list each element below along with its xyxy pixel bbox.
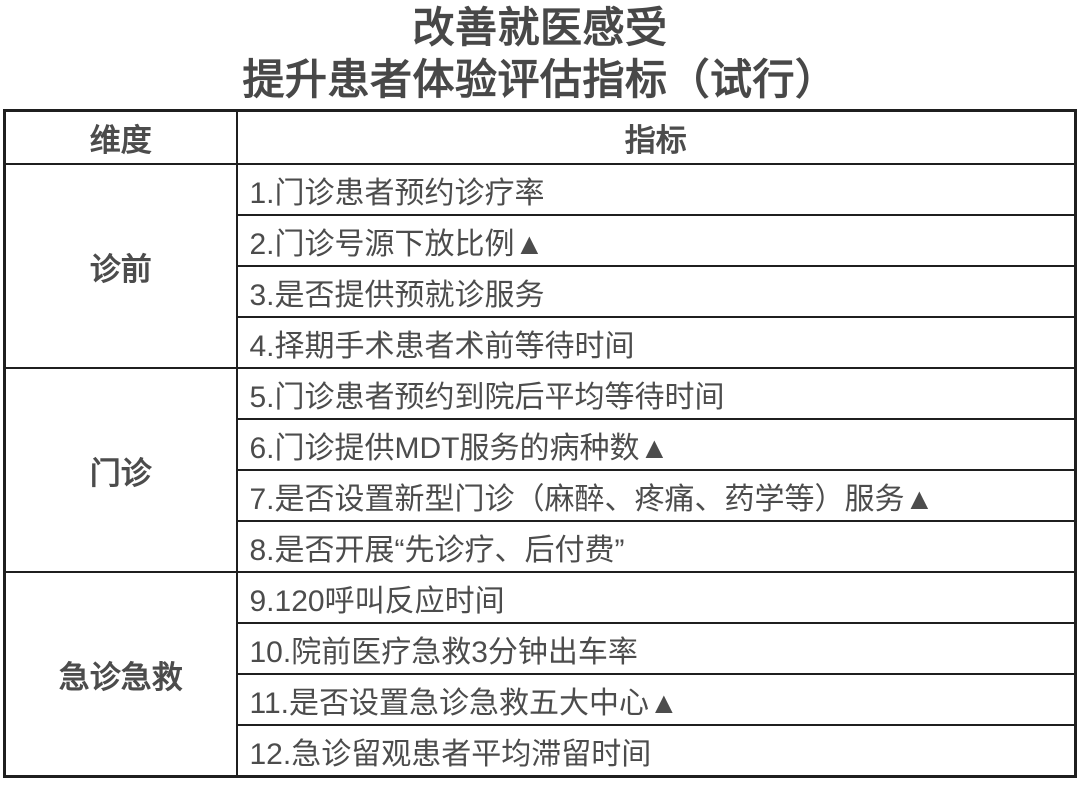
table-row: 诊前 1.门诊患者预约诊疗率 (3, 163, 1077, 369)
indicator-cell: 1.门诊患者预约诊疗率 (235, 163, 1077, 216)
indicator-cell: 7.是否设置新型门诊（麻醉、疼痛、药学等）服务▲ (235, 469, 1077, 522)
dimension-cell-emergency: 急诊急救 (3, 571, 238, 778)
indicator-cell: 3.是否提供预就诊服务 (235, 265, 1077, 318)
document-title-line2: 提升患者体验评估指标（试行） (242, 56, 838, 103)
indicator-cell: 8.是否开展“先诊疗、后付费” (235, 520, 1077, 573)
table-header-row: 维度 指标 (3, 109, 1077, 165)
indicator-cell: 9.120呼叫反应时间 (235, 571, 1077, 624)
column-header-indicator: 指标 (235, 109, 1077, 165)
indicator-cell: 4.择期手术患者术前等待时间 (235, 316, 1077, 369)
column-header-dimension: 维度 (3, 109, 238, 165)
table-row: 7.是否设置新型门诊（麻醉、疼痛、药学等）服务▲ (5, 469, 1077, 522)
indicator-cell: 12.急诊留观患者平均滞留时间 (235, 724, 1077, 778)
indicator-cell: 5.门诊患者预约到院后平均等待时间 (235, 367, 1077, 420)
table-row: 4.择期手术患者术前等待时间 (5, 316, 1077, 369)
document-title: 改善就医感受 提升患者体验评估指标（试行） (0, 2, 1080, 106)
table-row: 11.是否设置急诊急救五大中心▲ (5, 673, 1077, 726)
table-row: 12.急诊留观患者平均滞留时间 (5, 724, 1077, 778)
table-row: 3.是否提供预就诊服务 (5, 265, 1077, 318)
indicator-cell: 11.是否设置急诊急救五大中心▲ (235, 673, 1077, 726)
indicator-cell: 6.门诊提供MDT服务的病种数▲ (235, 418, 1077, 471)
indicator-cell: 10.院前医疗急救3分钟出车率 (235, 622, 1077, 675)
indicator-cell: 2.门诊号源下放比例▲ (235, 214, 1077, 267)
table-row: 2.门诊号源下放比例▲ (5, 214, 1077, 267)
table-row: 6.门诊提供MDT服务的病种数▲ (5, 418, 1077, 471)
document-title-line1: 改善就医感受 (412, 4, 668, 51)
table-row: 10.院前医疗急救3分钟出车率 (5, 622, 1077, 675)
indicator-table: 维度 指标 诊前 1.门诊患者预约诊疗率 2.门诊号源下放比例▲ 3.是否提供预… (3, 109, 1077, 778)
table-row: 8.是否开展“先诊疗、后付费” (5, 520, 1077, 573)
dimension-cell-pre-diagnosis: 诊前 (3, 163, 238, 369)
table-row: 急诊急救 9.120呼叫反应时间 (3, 571, 1077, 778)
dimension-cell-outpatient: 门诊 (3, 367, 238, 573)
table-row: 门诊 5.门诊患者预约到院后平均等待时间 (3, 367, 1077, 573)
